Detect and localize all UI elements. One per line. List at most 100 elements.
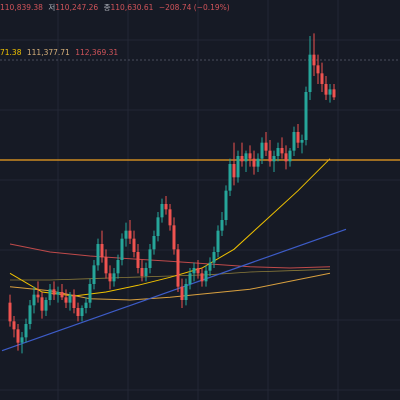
candle xyxy=(12,316,16,338)
candle xyxy=(56,286,60,303)
candle-body xyxy=(152,236,156,250)
candle-body xyxy=(284,153,288,162)
legend-change: −208.74 (−0.19%) xyxy=(158,3,230,12)
candle-body xyxy=(180,286,184,300)
candle xyxy=(328,84,332,103)
candle xyxy=(268,140,272,167)
candle xyxy=(220,212,224,236)
candle-body xyxy=(236,156,240,178)
candle-body xyxy=(132,238,136,252)
candle-body xyxy=(312,54,316,66)
candle-body xyxy=(44,300,48,311)
candle-body xyxy=(20,337,24,343)
candle-body xyxy=(36,294,40,298)
levels xyxy=(0,59,400,352)
trendline xyxy=(1,228,347,352)
candle xyxy=(248,145,252,167)
candle xyxy=(108,265,112,290)
candle xyxy=(284,145,288,170)
ma-long-line xyxy=(9,243,331,269)
candle xyxy=(76,302,80,322)
candle xyxy=(332,84,336,100)
candle xyxy=(280,137,284,159)
candle xyxy=(200,268,204,287)
candle xyxy=(312,33,316,76)
candle-body xyxy=(112,273,116,282)
candle xyxy=(212,246,216,268)
candle-body xyxy=(208,262,212,271)
candle-body xyxy=(52,289,56,295)
candle-body xyxy=(148,249,152,268)
candle xyxy=(144,262,148,282)
candle-body xyxy=(212,252,216,263)
candle-body xyxy=(252,158,256,167)
candle-body xyxy=(192,268,196,274)
candle xyxy=(8,294,12,327)
candle xyxy=(188,268,192,290)
candle xyxy=(64,289,68,308)
candle xyxy=(132,230,136,258)
candle xyxy=(240,142,244,167)
candle xyxy=(160,198,164,223)
candle-body xyxy=(16,329,20,343)
candle xyxy=(244,150,248,172)
candle xyxy=(116,254,120,279)
candle xyxy=(216,225,220,258)
candle xyxy=(204,265,208,287)
candle-body xyxy=(144,268,148,276)
candle xyxy=(180,278,184,308)
candle-body xyxy=(160,204,164,218)
legend-ma-a: 71.38 xyxy=(0,48,22,57)
candle xyxy=(224,185,228,226)
candle xyxy=(16,324,20,351)
candle-body xyxy=(48,289,52,300)
candle-body xyxy=(164,204,168,210)
candle-body xyxy=(88,284,92,303)
candle xyxy=(68,292,72,311)
candle xyxy=(172,217,176,255)
candle xyxy=(156,212,160,242)
candle-body xyxy=(92,265,96,284)
candle xyxy=(92,260,96,290)
candle-body xyxy=(120,238,124,260)
candle-body xyxy=(188,273,192,284)
candle xyxy=(80,305,84,322)
candle xyxy=(32,286,36,314)
candle xyxy=(292,126,296,156)
candle xyxy=(300,134,304,154)
legend-ma-b: 111,377.71 xyxy=(26,48,70,57)
ma-legend: 71.38 111,377.71 112,369.31 xyxy=(0,48,121,57)
candle-body xyxy=(292,132,296,151)
candle-body xyxy=(12,321,16,330)
candle-body xyxy=(104,257,108,274)
candle xyxy=(308,36,312,100)
candle-body xyxy=(24,324,28,338)
candle-body xyxy=(56,292,60,295)
legend-open: 110,839.38 xyxy=(0,3,43,12)
candle xyxy=(196,260,200,279)
candle-body xyxy=(288,150,292,162)
candle xyxy=(232,142,236,186)
candle-body xyxy=(272,156,276,162)
candle xyxy=(208,257,212,276)
candle xyxy=(84,297,88,314)
candle-body xyxy=(64,297,68,303)
candle-body xyxy=(232,164,236,178)
candle-body xyxy=(296,132,300,143)
candle xyxy=(272,150,276,172)
candle xyxy=(140,260,144,282)
candle xyxy=(40,292,44,319)
candle-body xyxy=(8,302,12,322)
candle xyxy=(288,148,292,167)
candle xyxy=(316,54,320,84)
candle-body xyxy=(184,284,188,300)
candle xyxy=(324,76,328,100)
candle xyxy=(192,262,196,282)
legend-close: 110,630.61 xyxy=(110,3,154,12)
candle-body xyxy=(316,65,320,74)
legend-low: 110,247.26 xyxy=(55,3,99,12)
candle xyxy=(20,332,24,354)
candle-body xyxy=(116,260,120,274)
